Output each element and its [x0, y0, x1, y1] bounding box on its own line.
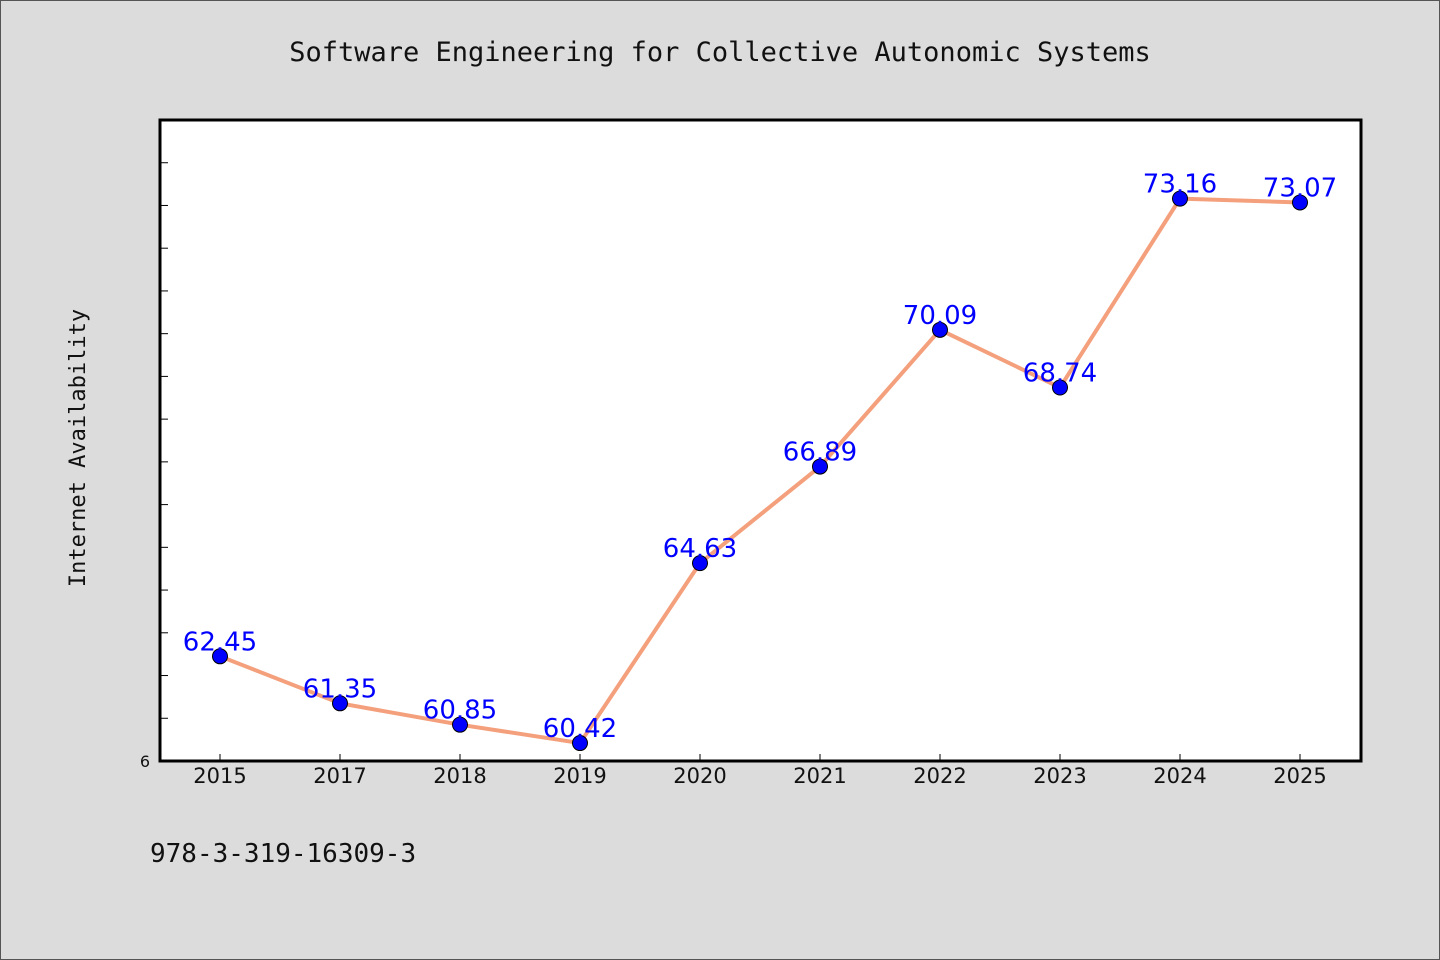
x-tick-label: 2023 — [1033, 764, 1086, 788]
data-point — [692, 555, 708, 572]
data-point — [212, 648, 228, 665]
data-label: 70.09 — [903, 301, 977, 331]
y-axis-ticks: 6 — [140, 162, 168, 771]
data-label: 60.42 — [543, 714, 617, 744]
data-label: 73.07 — [1263, 173, 1337, 203]
data-point — [1052, 379, 1068, 396]
x-axis-ticks: 2015 2017 2018 2019 2020 2021 2022 2023 2024 2025 — [193, 754, 1327, 788]
y-axis-label: Internet Availability — [66, 309, 91, 587]
chart-title: Software Engineering for Collective Auto… — [289, 37, 1151, 68]
data-point — [932, 321, 948, 338]
data-point — [1172, 190, 1188, 207]
x-tick-label: 2015 — [193, 764, 246, 788]
y-tick-label: 6 — [140, 752, 150, 771]
data-label-layer: 62.45 61.35 60.85 60.42 64.63 66.89 70.09 68.74… — [183, 170, 1337, 744]
data-label: 62.45 — [183, 627, 257, 657]
data-label: 60.85 — [423, 696, 497, 726]
data-point — [452, 716, 468, 733]
x-tick-label: 2020 — [673, 764, 726, 788]
data-label: 64.63 — [663, 534, 737, 564]
data-point — [332, 695, 348, 712]
data-label: 61.35 — [303, 674, 377, 704]
data-point — [572, 735, 588, 752]
x-tick-label: 2024 — [1153, 764, 1206, 788]
data-point — [1292, 194, 1308, 211]
data-label: 73.16 — [1143, 170, 1217, 200]
x-tick-label: 2019 — [553, 764, 606, 788]
data-point — [812, 458, 828, 475]
series-line — [218, 196, 1302, 746]
footer-isbn: 978-3-319-16309-3 — [150, 839, 416, 869]
x-tick-label: 2022 — [913, 764, 966, 788]
plot-area — [158, 118, 1363, 763]
data-label: 68.74 — [1023, 359, 1097, 389]
x-tick-label: 2025 — [1273, 764, 1326, 788]
x-tick-label: 2018 — [433, 764, 486, 788]
x-tick-label: 2021 — [793, 764, 846, 788]
data-label: 66.89 — [783, 438, 857, 468]
x-tick-label: 2017 — [313, 764, 366, 788]
series-layer — [212, 190, 1308, 752]
